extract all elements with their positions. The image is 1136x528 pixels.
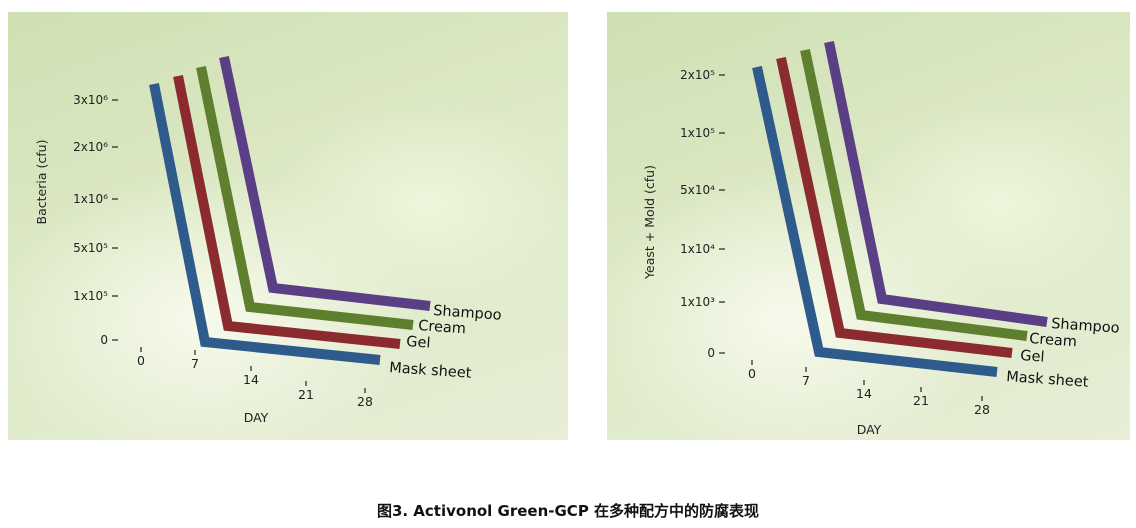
yeast-mold-series-line-shampoo [824,40,1048,327]
yeast-mold-series-label: Mask sheet [1006,369,1089,391]
figure-caption: 图3. Activonol Green-GCP 在多种配方中的防腐表现 [376,502,760,520]
bacteria-x-tick-label: 21 [298,387,314,402]
bacteria-series-label: Mask sheet [389,360,472,382]
bacteria-series-line-shampoo [219,55,431,311]
yeast-mold-series-label: Shampoo [1051,316,1120,337]
bacteria-y-tick-label: 5x10⁵ [73,241,108,255]
bacteria-x-axis-label: DAY [244,410,269,425]
bacteria-x-tick-label: 0 [137,353,145,368]
yeast-mold-x-tick-label: 28 [974,402,990,417]
yeast-mold-y-axis-label: Yeast + Mold (cfu) [642,165,657,280]
yeast-mold-chart-panel: 0 1x10³ 1x10⁴ 5x10⁴ 1x10⁵ 2x10⁵ Yeast + Mold (… [607,12,1130,440]
bacteria-x-tick-label: 7 [191,356,199,371]
yeast-mold-series-label: Cream [1029,331,1078,350]
bacteria-y-axis: 0 1x10⁵ 5x10⁵ 1x10⁶ 2x10⁶ 3x10⁶ [73,93,118,347]
yeast-mold-series-line-gel [776,56,1013,358]
yeast-mold-y-tick-label: 1x10⁵ [680,126,715,140]
bacteria-series-line-cream [196,65,414,330]
bacteria-chart-panel: 0 1x10⁵ 5x10⁵ 1x10⁶ 2x10⁶ 3x10⁶ Bacteria (cfu)… [8,12,568,440]
bacteria-y-axis-label: Bacteria (cfu) [34,140,49,225]
yeast-mold-chart: 0 1x10³ 1x10⁴ 5x10⁴ 1x10⁵ 2x10⁵ Yeast + Mold (… [642,40,1120,437]
yeast-mold-y-tick-label: 1x10³ [680,295,715,309]
yeast-mold-y-tick-label: 5x10⁴ [680,183,715,197]
bacteria-series-label: Gel [406,334,431,352]
bacteria-series-label: Cream [418,318,467,337]
bacteria-chart: 0 1x10⁵ 5x10⁵ 1x10⁶ 2x10⁶ 3x10⁶ Bacteria (cfu)… [34,55,502,425]
bacteria-x-tick-label: 14 [243,372,259,387]
yeast-mold-y-tick-label: 2x10⁵ [680,68,715,82]
bacteria-y-tick-label: 2x10⁶ [73,140,108,154]
yeast-mold-y-tick-label: 1x10⁴ [680,242,715,256]
yeast-mold-x-tick-label: 14 [856,386,872,401]
bacteria-y-tick-label: 0 [100,333,108,347]
bacteria-y-tick-label: 1x10⁶ [73,192,108,206]
yeast-mold-series-line-mask-sheet [752,65,998,377]
yeast-mold-x-axis-label: DAY [857,422,882,437]
yeast-mold-series-label: Gel [1020,348,1045,366]
bacteria-y-tick-label: 1x10⁵ [73,289,108,303]
bacteria-series-line-gel [173,75,401,349]
bacteria-x-tick-label: 28 [357,394,373,409]
bacteria-y-tick-label: 3x10⁶ [73,93,108,107]
yeast-mold-x-tick-label: 0 [748,366,756,381]
yeast-mold-y-tick-label: 0 [707,346,715,360]
bacteria-series-label: Shampoo [433,303,502,324]
yeast-mold-x-axis: 0 7 14 21 28 [748,360,990,417]
yeast-mold-x-tick-label: 7 [802,373,810,388]
yeast-mold-y-axis: 0 1x10³ 1x10⁴ 5x10⁴ 1x10⁵ 2x10⁵ [680,68,725,360]
yeast-mold-series-line-cream [800,48,1028,341]
bacteria-x-axis: 0 7 14 21 28 [137,347,373,409]
bacteria-series-line-mask-sheet [149,83,381,365]
yeast-mold-x-tick-label: 21 [913,393,929,408]
